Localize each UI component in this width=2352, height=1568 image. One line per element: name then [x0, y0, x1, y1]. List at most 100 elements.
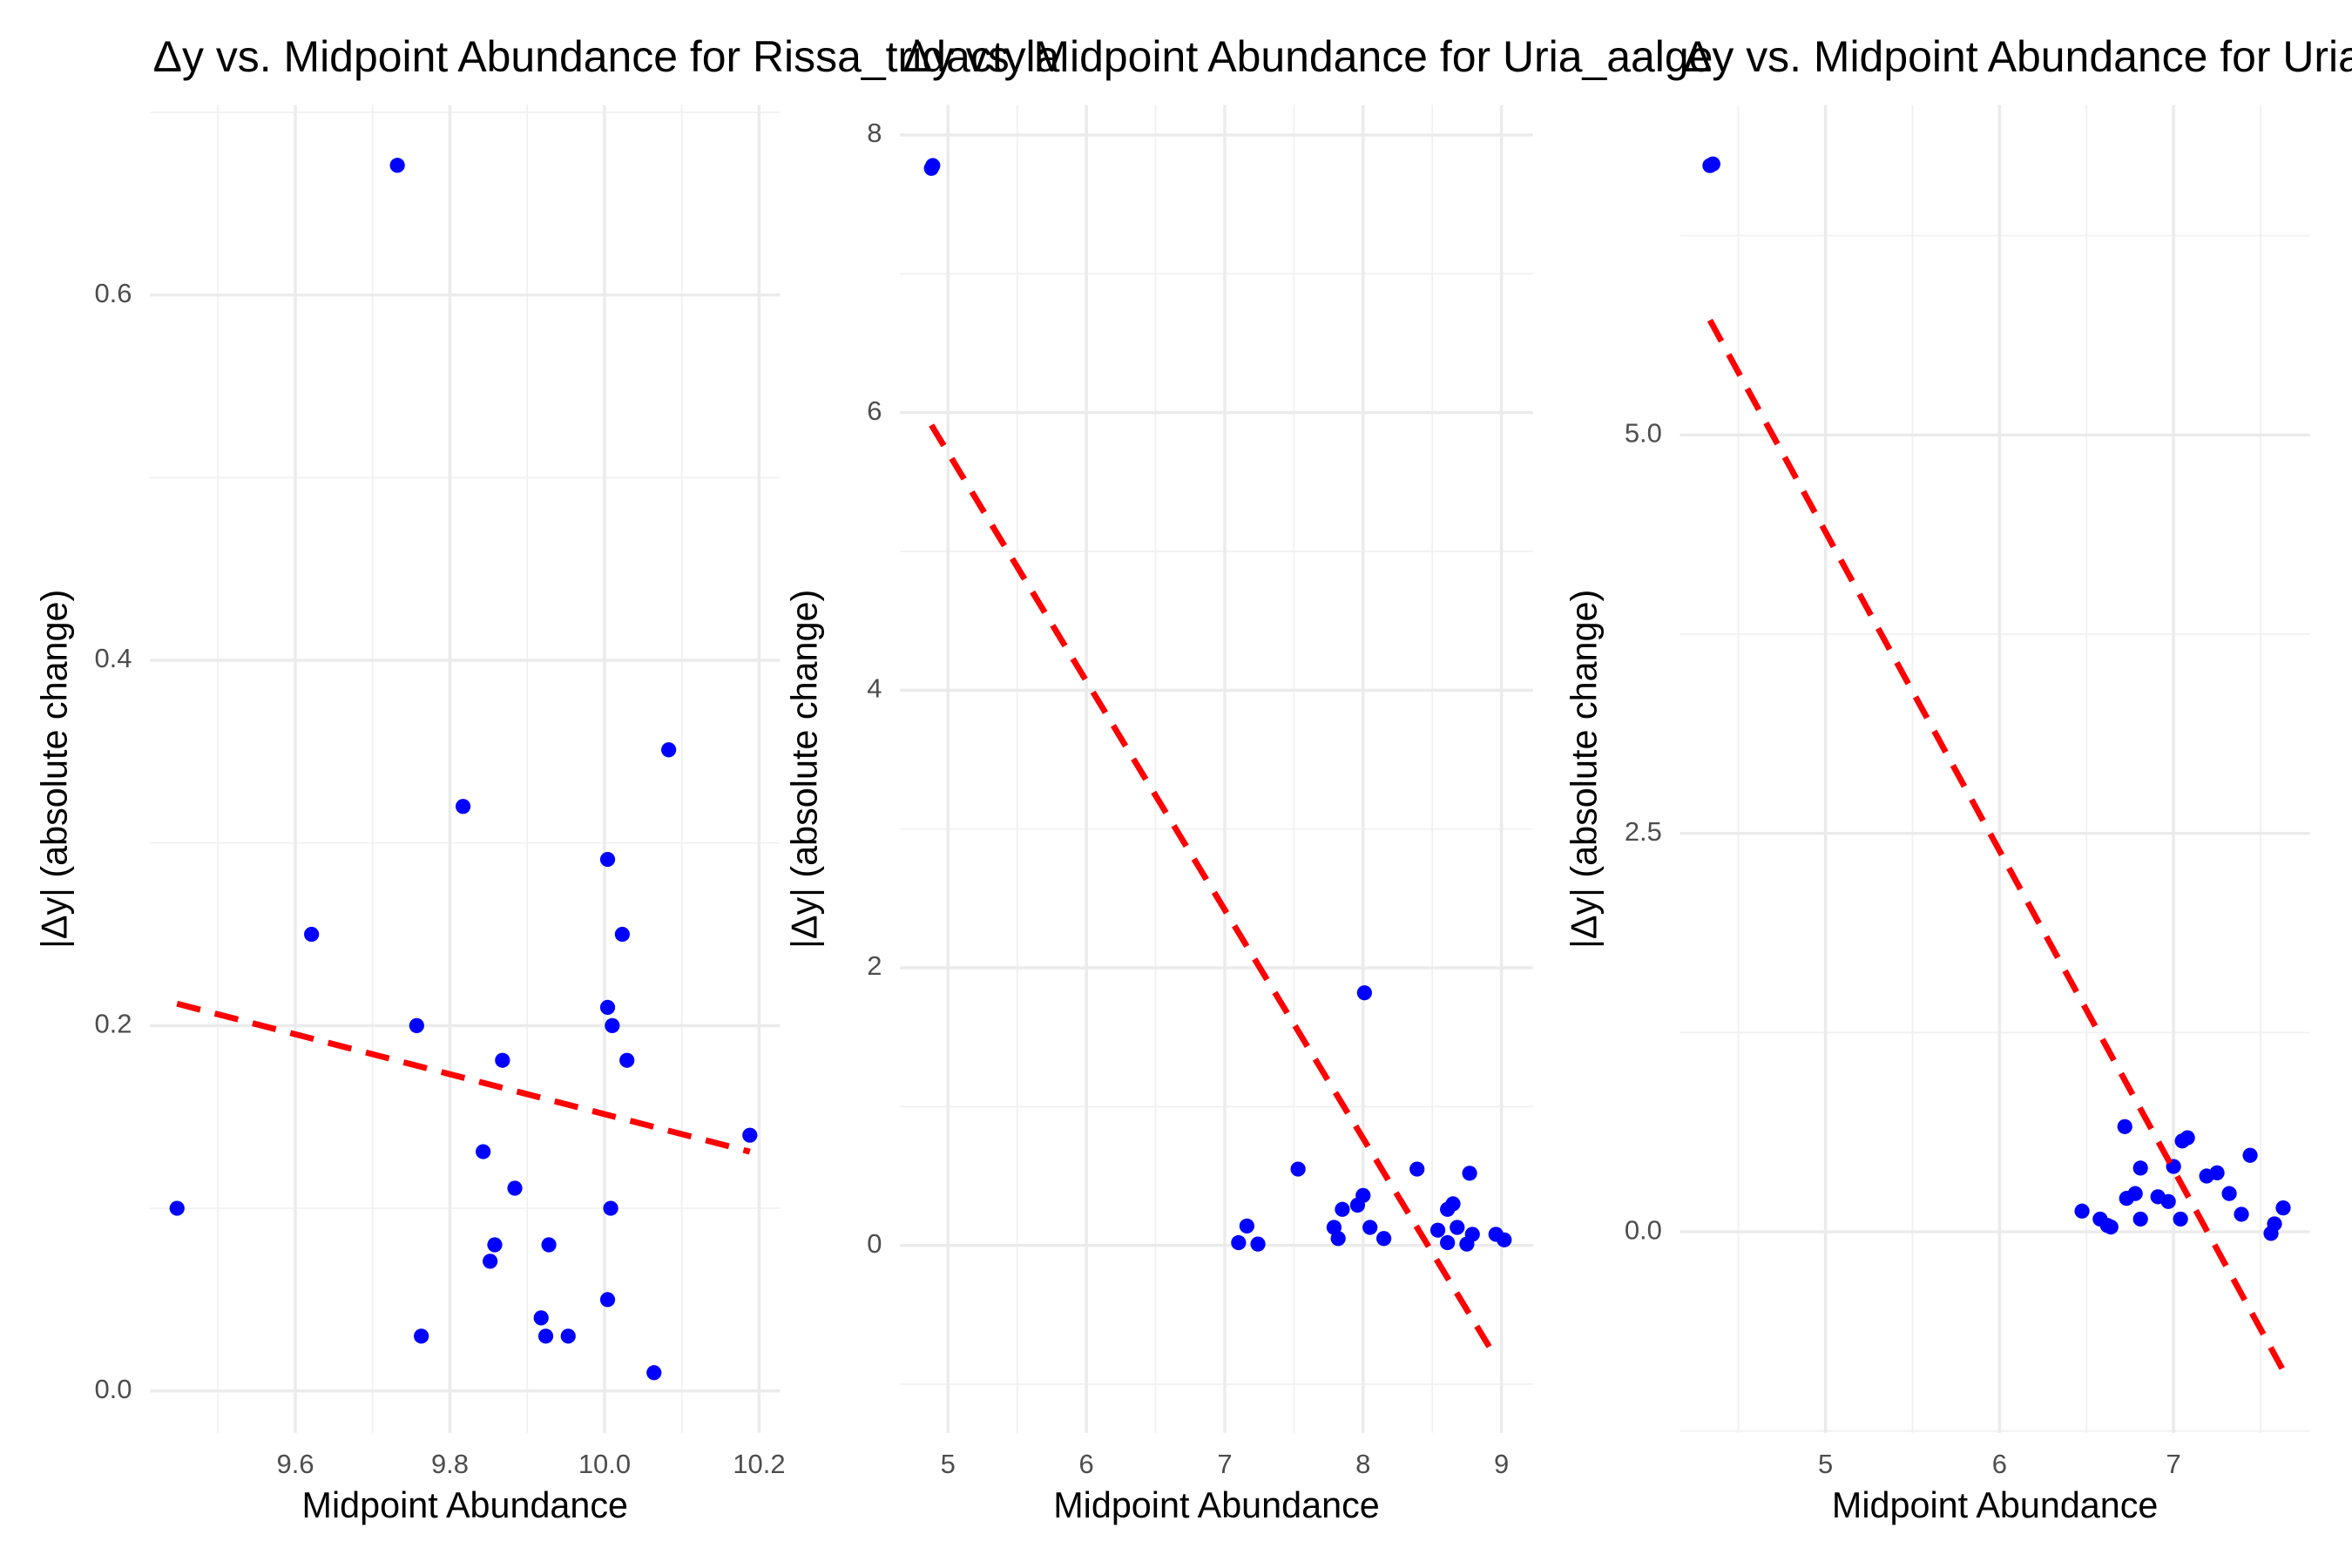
- point: [533, 1310, 549, 1326]
- point: [304, 926, 320, 943]
- point: [2221, 1186, 2237, 1201]
- y-tick-label: 0.0: [94, 1374, 132, 1404]
- point: [599, 1292, 616, 1308]
- point: [476, 1144, 491, 1159]
- point: [1462, 1166, 1477, 1181]
- point: [2234, 1206, 2249, 1222]
- point: [2242, 1147, 2258, 1163]
- panel: 5 6 7 8 9 0 2 4 6 8 Midpoint Abundance |Δy| (absolu…: [784, 105, 1533, 1525]
- point: [2180, 1130, 2195, 1146]
- x-tick-label: 9: [1494, 1449, 1509, 1479]
- point: [389, 158, 405, 173]
- point: [1290, 1161, 1306, 1177]
- point: [1450, 1220, 1465, 1235]
- x-tick-label: 9.6: [276, 1449, 314, 1479]
- y-tick-label: 5.0: [1625, 417, 1662, 448]
- point: [560, 1328, 576, 1344]
- point: [661, 742, 677, 758]
- x-axis-title: Midpoint Abundance: [1053, 1485, 1379, 1525]
- point: [1356, 985, 1372, 1001]
- point: [455, 799, 471, 814]
- point: [1429, 1222, 1446, 1238]
- chart-title: Δy vs. Midpoint Abundance for Rissa_trid…: [153, 32, 1060, 81]
- y-tick-label: 8: [867, 118, 882, 148]
- point: [2074, 1203, 2090, 1219]
- point: [619, 1052, 635, 1068]
- point: [1705, 156, 1720, 172]
- grid: [900, 105, 1533, 1433]
- x-tick-label: 10.2: [733, 1449, 785, 1479]
- point: [605, 1017, 620, 1033]
- trend-line: [176, 1000, 751, 1155]
- point: [537, 1328, 554, 1344]
- y-tick-label: 0: [867, 1228, 882, 1259]
- grid: [150, 105, 781, 1433]
- point: [925, 158, 941, 173]
- point: [599, 999, 616, 1016]
- point: [603, 1200, 618, 1216]
- point: [1239, 1218, 1254, 1234]
- x-axis-title: Midpoint Abundance: [302, 1485, 628, 1525]
- point: [507, 1180, 523, 1196]
- y-tick-label: 0.0: [1625, 1214, 1662, 1245]
- point: [1250, 1236, 1266, 1252]
- panel: 9.6 9.8 10.0 10.2 0.0 0.2 0.4 0.6 Midpoint Abund…: [34, 105, 786, 1525]
- point: [487, 1237, 503, 1253]
- point: [1497, 1232, 1512, 1247]
- point: [2132, 1160, 2148, 1176]
- point: [1231, 1234, 1247, 1251]
- x-tick-label: 10.0: [578, 1449, 631, 1479]
- point: [1335, 1201, 1350, 1217]
- point: [495, 1052, 510, 1068]
- x-axis-title: Midpoint Abundance: [1832, 1485, 2158, 1525]
- point: [2275, 1200, 2291, 1216]
- point: [169, 1200, 185, 1216]
- trend-line: [929, 423, 1495, 1353]
- y-axis-title: |Δy| (absolute change): [34, 590, 74, 949]
- x-tick-label: 5: [1818, 1449, 1833, 1479]
- point: [2209, 1165, 2225, 1181]
- y-tick-label: 4: [867, 673, 882, 704]
- grid: [1680, 105, 2310, 1433]
- point: [646, 1365, 662, 1381]
- point: [1355, 1187, 1371, 1203]
- point: [742, 1127, 758, 1143]
- point: [1464, 1227, 1480, 1242]
- point: [414, 1328, 429, 1344]
- y-axis-title: |Δy| (absolute change): [1565, 590, 1605, 949]
- y-tick-label: 0.2: [94, 1009, 132, 1039]
- point: [2132, 1211, 2148, 1227]
- point: [1440, 1234, 1456, 1251]
- point: [409, 1017, 424, 1033]
- x-tick-label: 6: [1992, 1449, 2007, 1479]
- y-tick-label: 0.6: [94, 278, 132, 308]
- y-tick-label: 0.4: [94, 643, 132, 673]
- point: [2117, 1119, 2132, 1134]
- point: [2103, 1219, 2119, 1235]
- y-tick-label: 2: [867, 950, 882, 981]
- point: [541, 1237, 557, 1253]
- point: [614, 926, 630, 943]
- point: [2267, 1216, 2282, 1232]
- x-tick-label: 5: [941, 1449, 956, 1479]
- point: [2127, 1186, 2143, 1201]
- trend-line: [1707, 318, 2287, 1372]
- point: [483, 1254, 498, 1269]
- point: [2173, 1211, 2188, 1227]
- point: [1445, 1196, 1461, 1212]
- point: [1375, 1231, 1392, 1247]
- x-tick-label: 9.8: [431, 1449, 469, 1479]
- chart-title: Δy vs. Midpoint Abundance for Uria_aalge: [903, 32, 1713, 81]
- y-tick-label: 6: [867, 395, 882, 426]
- y-tick-label: 2.5: [1625, 816, 1662, 847]
- point: [1362, 1220, 1378, 1235]
- chart-title: Δy vs. Midpoint Abundance for Uria_lomvi…: [1683, 32, 2352, 81]
- panel: 5 6 7 0.0 2.5 5.0 Midpoint Abundance |Δy| (abso…: [1565, 105, 2310, 1525]
- point: [2160, 1193, 2176, 1209]
- x-tick-label: 7: [2166, 1449, 2181, 1479]
- point: [1330, 1231, 1346, 1247]
- point: [599, 851, 616, 868]
- x-tick-label: 6: [1078, 1449, 1093, 1479]
